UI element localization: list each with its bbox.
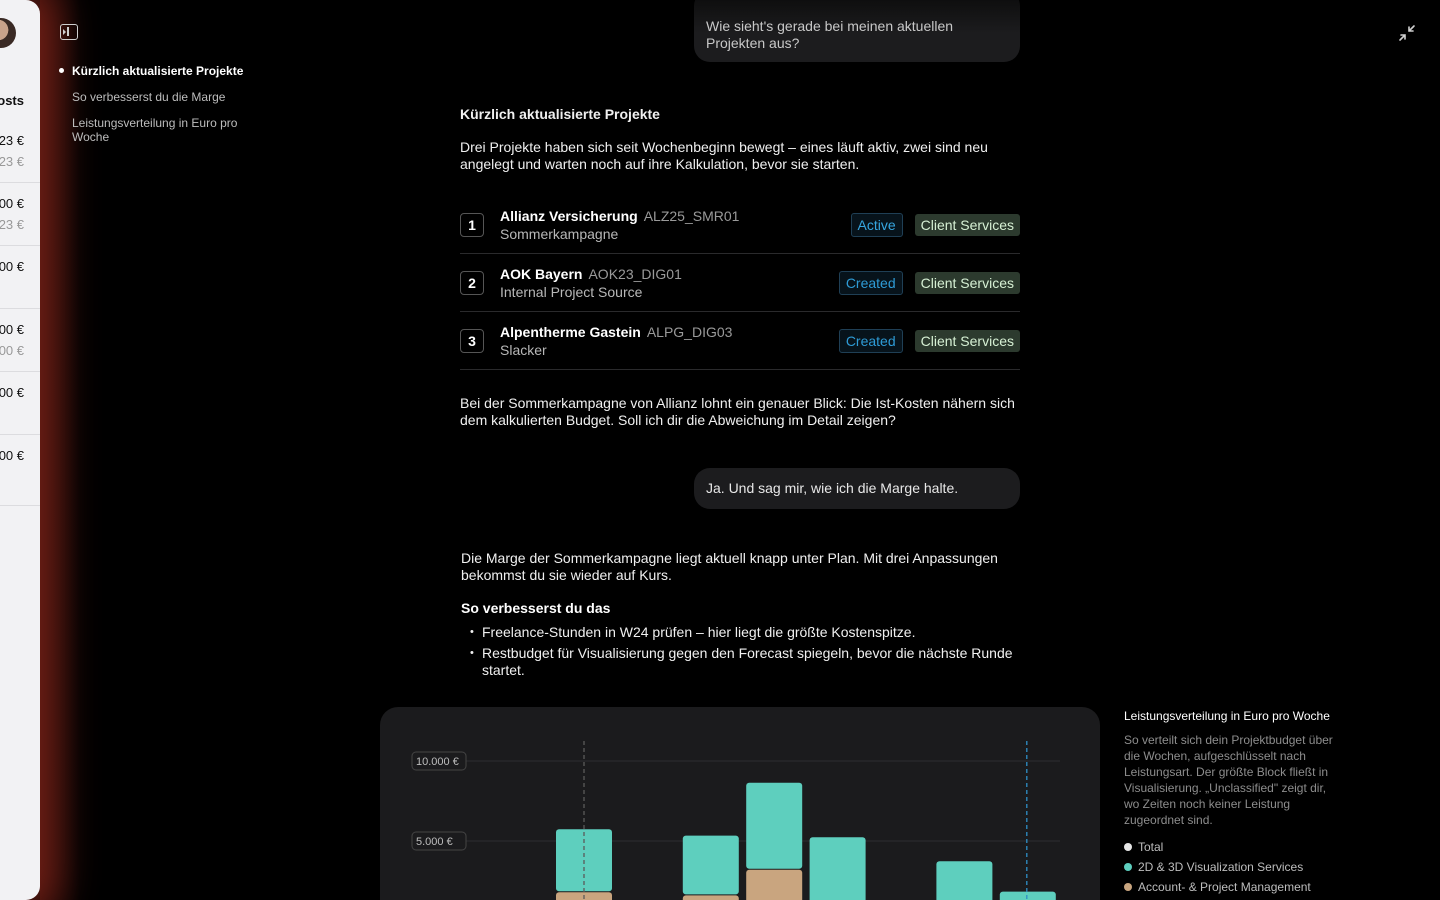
legend-dot <box>1124 863 1132 871</box>
table-of-contents: Kürzlich aktualisierte Projekte So verbe… <box>59 64 262 156</box>
department-badge: Client Services <box>914 329 1020 352</box>
left-panel-value: 00 € <box>0 448 24 463</box>
project-subtitle: Internal Project Source <box>500 283 643 300</box>
bar-account-management <box>682 895 739 900</box>
marge-text: Die Marge der Sommerkampagne liegt aktue… <box>461 550 998 583</box>
legend-title: Leistungsverteilung in Euro pro Woche <box>1124 709 1330 723</box>
project-code: AOK23_DIG01 <box>588 265 682 282</box>
project-row[interactable]: 1 Allianz Versicherung ALZ25_SMR01 Sommer… <box>460 196 1020 254</box>
left-panel-value: 23 € <box>0 133 24 148</box>
project-subtitle: Slacker <box>500 341 547 358</box>
y-tick-label: 5.000 € <box>411 831 467 851</box>
legend-panel: Leistungsverteilung in Euro pro Woche So… <box>1124 708 1344 900</box>
legend-label: Total <box>1138 840 1164 854</box>
legend-item[interactable]: 2D & 3D Visualization Services <box>1124 860 1344 874</box>
project-row[interactable]: 3 Alpentherme Gastein ALPG_DIG03 Slacker … <box>460 312 1020 370</box>
legend-label: Account- & Project Management <box>1138 880 1311 894</box>
list-item: Restbudget für Visualisierung gegen den … <box>470 645 1020 679</box>
avatar[interactable] <box>0 18 16 48</box>
list-item: Freelance-Stunden in W24 prüfen – hier l… <box>470 624 1020 641</box>
project-number: 1 <box>460 212 484 237</box>
bar-visualization <box>809 837 866 900</box>
legend-dot <box>1124 843 1132 851</box>
section-heading: Kürzlich aktualisierte Projekte <box>460 106 660 122</box>
legend-label: 2D & 3D Visualization Services <box>1138 860 1304 874</box>
project-name: Allianz Versicherung <box>500 207 638 224</box>
status-badge: Created <box>838 328 903 353</box>
status-badge: Active <box>850 212 903 237</box>
followup-text: Bei der Sommerkampagne von Allianz lohnt… <box>460 395 1015 428</box>
user-message: Wie sieht's gerade bei meinen aktuellen … <box>694 0 1020 62</box>
bar-account-management <box>746 869 803 900</box>
y-tick-text: 5.000 € <box>416 836 453 848</box>
left-panel-value: 00 € <box>0 259 24 274</box>
y-tick-label: 10.000 € <box>411 751 467 771</box>
left-panel-value: 00 € <box>0 343 24 358</box>
bar-visualization <box>999 891 1056 900</box>
left-panel-value: 00 € <box>0 322 24 337</box>
legend-description: So verteilt sich dein Projektbudget über… <box>1124 733 1333 827</box>
project-number: 3 <box>460 328 484 353</box>
project-code: ALZ25_SMR01 <box>643 207 740 224</box>
department-badge: Client Services <box>914 213 1020 236</box>
toc-item-distribution[interactable]: Leistungsverteilung in Euro pro Woche <box>72 116 238 144</box>
recommendation-list: Freelance-Stunden in W24 prüfen – hier l… <box>470 624 1020 683</box>
bar-visualization <box>936 861 993 900</box>
project-name: AOK Bayern <box>500 265 583 282</box>
bar-visualization <box>682 835 739 895</box>
project-name: Alpentherme Gastein <box>500 323 641 340</box>
bar-chart: 15.000 €10.000 €5.000 € <box>411 741 1060 900</box>
toc-item-marge[interactable]: So verbesserst du die Marge <box>72 90 226 104</box>
section-title: Kürzlich aktualisierte Projekte <box>460 106 1020 137</box>
intro-text: Drei Projekte haben sich seit Wochenbegi… <box>460 139 988 172</box>
user-message: Ja. Und sag mir, wie ich die Marge halte… <box>694 468 1020 509</box>
left-panel-value: 00 € <box>0 385 24 400</box>
legend-item[interactable]: Account- & Project Management <box>1124 880 1344 894</box>
status-badge: Created <box>838 270 903 295</box>
collapse-icon[interactable] <box>1398 24 1416 42</box>
project-code: ALPG_DIG03 <box>646 323 733 340</box>
y-tick-text: 10.000 € <box>416 756 459 768</box>
bar-visualization <box>746 782 803 869</box>
project-row[interactable]: 2 AOK Bayern AOK23_DIG01 Internal Project… <box>460 254 1020 312</box>
project-subtitle: Sommerkampagne <box>500 225 619 242</box>
sidebar-toggle-icon[interactable] <box>60 24 78 40</box>
left-panel-value: 00 € <box>0 196 24 211</box>
legend-item[interactable]: Total <box>1124 840 1344 854</box>
left-panel-header: osts <box>0 93 24 108</box>
department-badge: Client Services <box>914 271 1020 294</box>
panel-glow <box>40 0 80 900</box>
user-message-text: Ja. Und sag mir, wie ich die Marge halte… <box>706 480 959 496</box>
left-panel: osts 23 € 23 € 00 € 23 € 00 € 00 € 00 € … <box>0 0 40 900</box>
project-number: 2 <box>460 270 484 295</box>
project-list: 1 Allianz Versicherung ALZ25_SMR01 Sommer… <box>460 196 1020 370</box>
chart-card: 15.000 €10.000 €5.000 € <box>380 707 1100 900</box>
left-panel-value: 23 € <box>0 154 24 169</box>
legend-dot <box>1124 883 1132 891</box>
left-panel-value: 23 € <box>0 217 24 232</box>
toc-item-projects[interactable]: Kürzlich aktualisierte Projekte <box>59 64 262 78</box>
sub-title: So verbesserst du das <box>461 600 611 616</box>
